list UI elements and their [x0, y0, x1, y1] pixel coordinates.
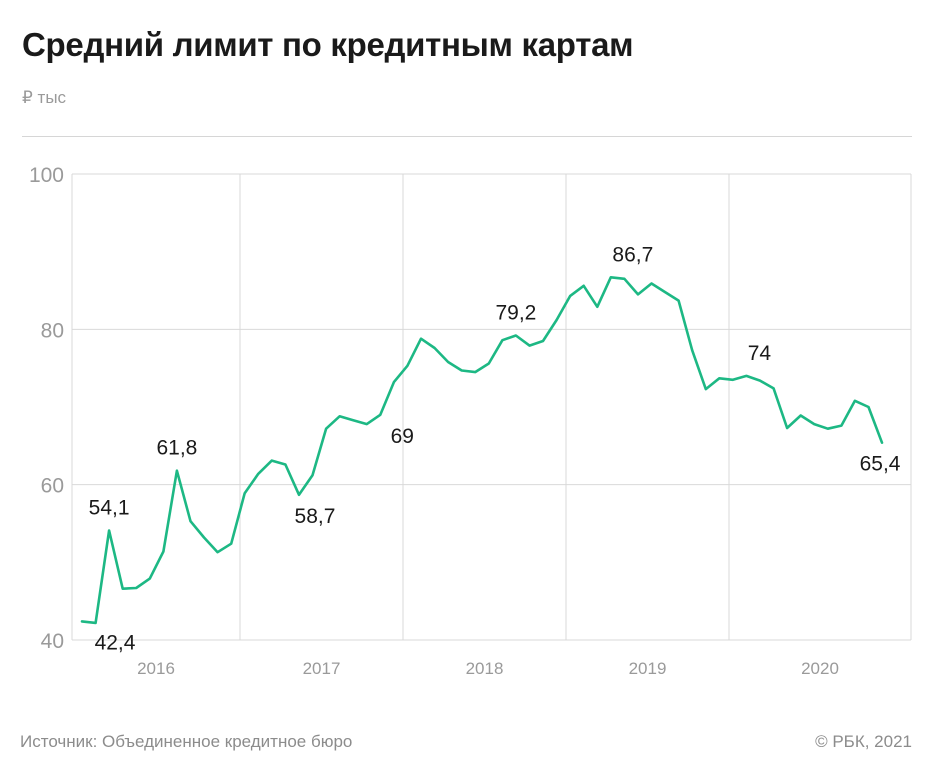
x-tick-label: 2020	[801, 659, 839, 678]
unit-label: ₽ тыс	[22, 88, 67, 107]
y-tick-label: 80	[41, 319, 64, 342]
chart-title: Средний лимит по кредитным картам	[22, 26, 634, 63]
x-tick-label: 2017	[303, 659, 341, 678]
data-label: 65,4	[860, 453, 901, 476]
data-label: 74	[748, 342, 772, 365]
series-line	[80, 275, 884, 625]
data-label: 61,8	[156, 437, 197, 460]
copyright-note: © РБК, 2021	[815, 732, 912, 751]
source-note: Источник: Объединенное кредитное бюро	[20, 732, 353, 751]
y-tick-label: 100	[29, 164, 64, 187]
data-label: 58,7	[295, 505, 336, 528]
y-tick-label: 40	[41, 630, 64, 653]
data-label: 42,4	[95, 631, 136, 654]
x-tick-label: 2016	[137, 659, 175, 678]
header-divider	[22, 136, 912, 137]
y-tick-label: 60	[41, 475, 64, 498]
x-tick-label: 2018	[466, 659, 504, 678]
line-chart: 40 60 80 100 2016 2017 2018 2019 2020 42,4 54,1 61,…	[29, 164, 912, 678]
data-label: 69	[391, 425, 414, 448]
x-tick-label: 2019	[629, 659, 667, 678]
data-label: 86,7	[612, 243, 653, 266]
data-label: 79,2	[495, 302, 536, 325]
data-label: 54,1	[89, 496, 130, 519]
